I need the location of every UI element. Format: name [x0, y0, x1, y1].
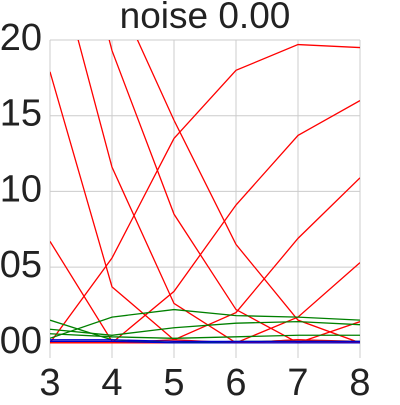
grid: [49, 39, 361, 358]
series-line: [50, 340, 360, 344]
series-line: [50, 43, 360, 344]
y-tick-label: 05: [0, 244, 42, 286]
tick-labels: 00 05 10 15 20 3 4 5 6 7 8: [0, 17, 371, 404]
series-line: [136, 40, 360, 344]
chart-title: noise 0.00: [120, 0, 291, 36]
series-line: [77, 40, 360, 344]
y-tick-label: 10: [0, 168, 42, 210]
lines: [50, 40, 360, 344]
x-tick-label: 4: [101, 362, 122, 400]
series-line: [50, 321, 360, 336]
y-tick-label: 20: [0, 17, 42, 59]
y-tick-label: 00: [0, 320, 42, 362]
series-line: [50, 339, 360, 342]
x-tick-label: 7: [287, 362, 308, 400]
x-tick-label: 3: [39, 362, 60, 400]
x-tick-label: 8: [349, 362, 370, 400]
series-line: [50, 241, 360, 344]
series-line: [50, 71, 360, 344]
series-line: [50, 308, 360, 339]
x-tick-label: 6: [225, 362, 246, 400]
series-line: [108, 40, 360, 344]
series-line: [50, 100, 360, 344]
x-tick-label: 5: [163, 362, 184, 400]
series-line: [50, 333, 360, 339]
series-line: [50, 262, 360, 344]
y-tick-label: 15: [0, 93, 42, 135]
